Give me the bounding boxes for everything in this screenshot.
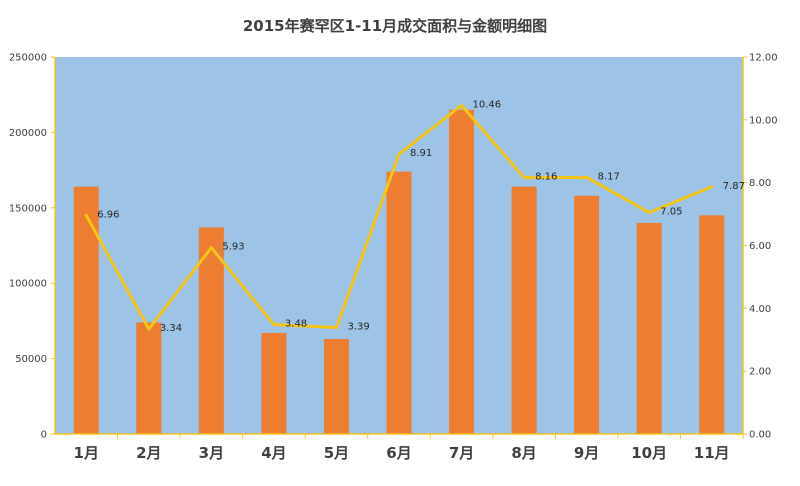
chart-title: 2015年赛罕区1-11月成交面积与金额明细图 — [243, 17, 547, 35]
bar-6 — [386, 171, 412, 434]
right-tick-label-0: 0.00 — [749, 430, 771, 441]
data-label-7: 10.46 — [473, 99, 502, 110]
data-label-11: 7.87 — [723, 181, 745, 192]
right-tick-label-4: 8.00 — [749, 178, 771, 189]
bar-10 — [636, 222, 662, 434]
line-point-6 — [397, 152, 401, 156]
x-tick-label-1: 1月 — [74, 444, 99, 462]
bar-1 — [73, 186, 99, 434]
x-tick-label-7: 7月 — [449, 444, 474, 462]
data-label-3: 5.93 — [222, 242, 244, 253]
right-tick-label-6: 12.00 — [749, 53, 778, 64]
bar-5 — [323, 338, 349, 434]
data-label-1: 6.96 — [97, 209, 119, 220]
left-tick-label-3: 150000 — [9, 203, 47, 214]
labels-layer: 6.96 3.34 5.93 3.48 3.39 8.91 10.46 8.16 8.17 7.0… — [97, 99, 745, 334]
line-point-11 — [710, 185, 714, 189]
line-layer — [84, 103, 714, 331]
right-tick-label-5: 10.00 — [749, 115, 778, 126]
x-tick-label-3: 3月 — [199, 444, 224, 462]
bar-7 — [449, 109, 475, 434]
left-tick-label-2: 100000 — [9, 279, 47, 290]
left-tick-label-5: 250000 — [9, 53, 47, 64]
line-point-10 — [647, 211, 651, 215]
data-label-8: 8.16 — [535, 172, 557, 183]
bar-9 — [574, 195, 600, 434]
left-tick-label-0: 0 — [41, 430, 47, 441]
data-label-9: 8.17 — [598, 171, 620, 182]
right-tick-label-1: 2.00 — [749, 367, 771, 378]
data-label-10: 7.05 — [660, 207, 682, 218]
line-point-8 — [522, 176, 526, 180]
data-label-6: 8.91 — [410, 148, 432, 159]
bar-3 — [198, 227, 224, 434]
data-label-4: 3.48 — [285, 319, 307, 330]
x-tick-label-11: 11月 — [694, 444, 730, 462]
data-label-2: 3.34 — [160, 323, 182, 334]
x-tick-label-2: 2月 — [136, 444, 161, 462]
x-tick-label-5: 5月 — [324, 444, 349, 462]
right-tick-label-3: 6.00 — [749, 241, 771, 252]
right-tick-label-2: 4.00 — [749, 304, 771, 315]
left-tick-label-1: 50000 — [15, 354, 47, 365]
line-point-4 — [272, 323, 276, 327]
bar-4 — [261, 332, 287, 434]
left-tick-label-4: 200000 — [9, 128, 47, 139]
line-point-5 — [334, 325, 338, 329]
x-tick-label-8: 8月 — [511, 444, 536, 462]
axes-layer: 0 50000 100000 150000 200000 250000 0.00 2.00 4.… — [9, 53, 778, 463]
x-tick-label-9: 9月 — [574, 444, 599, 462]
line-point-2 — [147, 327, 151, 331]
line-point-3 — [209, 246, 213, 250]
line-point-1 — [84, 213, 88, 217]
data-label-5: 3.39 — [347, 321, 369, 332]
x-tick-label-10: 10月 — [631, 444, 667, 462]
line-point-7 — [460, 103, 464, 107]
x-tick-label-6: 6月 — [386, 444, 411, 462]
bar-2 — [136, 322, 162, 434]
x-tick-label-4: 4月 — [261, 444, 286, 462]
bar-8 — [511, 186, 537, 434]
line-point-9 — [585, 175, 589, 179]
bar-11 — [699, 215, 725, 434]
